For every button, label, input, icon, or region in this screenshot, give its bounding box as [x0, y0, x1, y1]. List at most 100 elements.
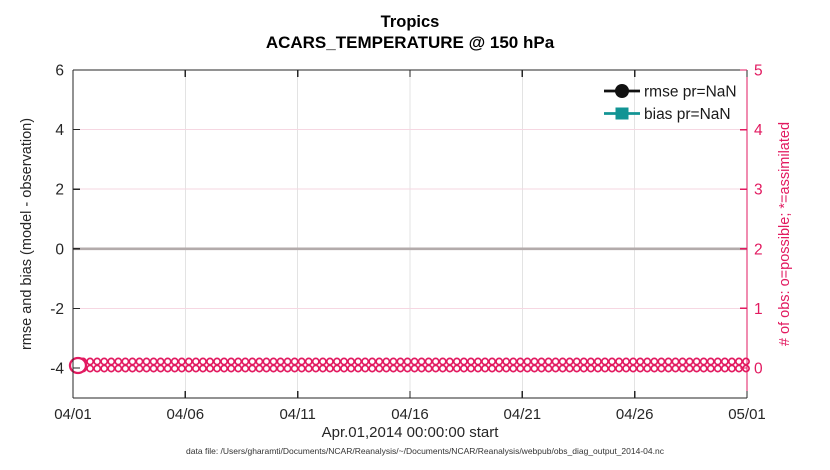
obs-count-zero-marker [629, 364, 638, 373]
obs-count-zero-marker [396, 364, 405, 373]
obs-count-zero-marker [354, 357, 363, 366]
obs-count-zero-marker [516, 364, 525, 373]
obs-count-zero-marker [93, 364, 102, 373]
obs-count-zero-marker [149, 364, 158, 373]
obs-count-zero-marker [269, 364, 278, 373]
obs-count-zero-marker [636, 364, 645, 373]
obs-count-zero-marker [368, 364, 377, 373]
right-y-tick-label: 1 [754, 301, 763, 318]
obs-count-zero-marker [509, 357, 518, 366]
obs-count-zero-marker [234, 364, 243, 373]
obs-count-zero-marker [114, 364, 123, 373]
obs-count-zero-marker [142, 364, 151, 373]
obs-count-zero-marker [579, 357, 588, 366]
obs-count-zero-marker [551, 357, 560, 366]
obs-count-zero-marker [227, 364, 236, 373]
obs-count-zero-marker [734, 357, 743, 366]
obs-count-zero-marker [332, 357, 341, 366]
obs-count-zero-marker [304, 364, 313, 373]
obs-count-zero-marker [593, 357, 602, 366]
obs-count-zero-marker [417, 357, 426, 366]
obs-count-zero-marker [262, 364, 271, 373]
obs-count-zero-marker [727, 364, 736, 373]
obs-count-zero-marker [382, 364, 391, 373]
obs-count-zero-marker [156, 357, 165, 366]
obs-count-zero-marker [269, 357, 278, 366]
obs-count-zero-marker [375, 357, 384, 366]
obs-count-first-bin-marker [68, 356, 88, 375]
obs-count-zero-marker [213, 364, 222, 373]
obs-count-zero-marker [558, 364, 567, 373]
obs-count-zero-marker [565, 357, 574, 366]
obs-count-zero-marker [424, 364, 433, 373]
obs-count-zero-marker [586, 357, 595, 366]
obs-count-zero-marker [255, 357, 264, 366]
obs-count-zero-marker [643, 357, 652, 366]
axis-tick-labels: 04/01 04/06 04/11 04/16 04/21 04/26 05/01 6 4 2 0 -… [50, 63, 766, 424]
obs-count-zero-marker [445, 364, 454, 373]
legend-item-label: bias pr=NaN [644, 106, 731, 123]
obs-count-zero-marker [86, 357, 95, 366]
obs-count-zero-marker [671, 357, 680, 366]
obs-count-zero-marker [438, 364, 447, 373]
obs-count-zero-marker [107, 364, 116, 373]
obs-count-zero-marker [713, 364, 722, 373]
obs-count-zero-marker [283, 364, 292, 373]
obs-count-zero-marker [121, 357, 130, 366]
obs-count-zero-marker [692, 357, 701, 366]
obs-count-zero-marker [699, 357, 708, 366]
plot-subtitle: ACARS_TEMPERATURE @ 150 hPa [266, 33, 555, 52]
obs-count-zero-marker [608, 357, 616, 366]
right-y-tick-label: 4 [754, 122, 763, 139]
obs-count-zero-marker [227, 357, 236, 366]
obs-count-zero-marker [276, 364, 285, 373]
obs-count-zero-marker [523, 364, 532, 373]
obs-count-zero-marker [516, 357, 525, 366]
obs-count-zero-marker [720, 364, 729, 373]
obs-count-zero-marker [135, 364, 144, 373]
obs-count-zero-marker [488, 357, 497, 366]
obs-count-zero-marker [368, 357, 377, 366]
obs-count-zero-marker [720, 357, 729, 366]
obs-count-zero-marker [107, 357, 116, 366]
obs-count-zero-marker [248, 364, 257, 373]
obs-count-zero-marker [502, 364, 511, 373]
obs-count-zero-marker [488, 364, 497, 373]
obs-count-zero-marker [608, 364, 616, 373]
obs-count-zero-marker [325, 364, 334, 373]
obs-count-zero-marker [727, 357, 736, 366]
obs-count-zero-marker [213, 357, 222, 366]
obs-count-zero-marker [629, 357, 638, 366]
obs-count-zero-marker [474, 357, 482, 366]
obs-count-zero-marker [191, 357, 200, 366]
obs-count-zero-marker [643, 364, 652, 373]
obs-count-zero-marker [657, 364, 666, 373]
obs-count-zero-marker [706, 364, 715, 373]
obs-count-zero-marker [142, 357, 151, 366]
obs-count-zero-marker [636, 357, 645, 366]
obs-count-zero-marker [622, 357, 631, 366]
x-tick-label: 04/06 [167, 406, 205, 423]
obs-count-zero-marker [466, 364, 475, 373]
obs-count-zero-marker [410, 357, 419, 366]
axis-tick-marks [72, 69, 748, 398]
obs-count-zero-marker [692, 364, 701, 373]
obs-count-zero-marker [706, 357, 715, 366]
obs-count-zero-marker [389, 357, 398, 366]
obs-count-zero-marker [410, 364, 419, 373]
obs-count-zero-marker [163, 364, 172, 373]
obs-count-zero-marker [685, 357, 694, 366]
obs-count-zero-marker [403, 364, 412, 373]
obs-count-marker-band [68, 356, 750, 375]
obs-count-zero-marker [332, 364, 341, 373]
obs-count-zero-marker [438, 357, 447, 366]
obs-count-zero-marker [198, 364, 207, 373]
obs-count-zero-marker [650, 357, 659, 366]
obs-count-zero-marker [318, 357, 327, 366]
obs-count-zero-marker [220, 364, 229, 373]
x-axis-label: Apr.01,2014 00:00:00 start [322, 424, 500, 441]
obs-count-zero-marker [170, 357, 179, 366]
left-y-tick-label: -2 [50, 301, 64, 318]
obs-count-zero-marker [184, 357, 193, 366]
obs-count-zero-marker [325, 357, 334, 366]
